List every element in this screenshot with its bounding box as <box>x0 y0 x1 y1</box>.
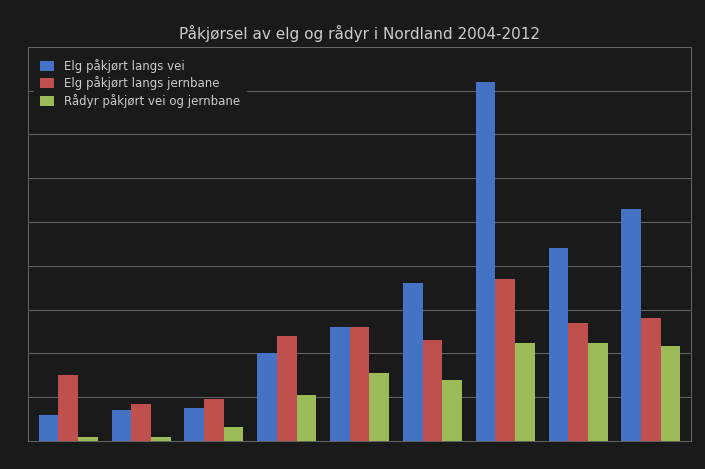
Bar <box>151 438 171 441</box>
Bar <box>78 438 98 441</box>
Bar <box>39 415 59 441</box>
Bar <box>185 408 204 441</box>
Bar <box>131 404 151 441</box>
Bar <box>515 343 534 441</box>
Bar <box>297 395 317 441</box>
Legend: Elg påkjørt langs vei, Elg påkjørt langs jernbane, Rådyr påkjørt vei og jernbane: Elg påkjørt langs vei, Elg påkjørt langs… <box>34 53 245 113</box>
Bar <box>422 340 442 441</box>
Bar <box>59 375 78 441</box>
Bar <box>621 209 641 441</box>
Bar <box>403 283 422 441</box>
Bar <box>496 279 515 441</box>
Bar <box>277 336 297 441</box>
Bar <box>111 410 131 441</box>
Bar <box>568 323 588 441</box>
Bar <box>204 399 223 441</box>
Bar <box>548 248 568 441</box>
Bar <box>442 379 462 441</box>
Bar <box>476 82 496 441</box>
Bar <box>223 427 243 441</box>
Bar <box>257 353 277 441</box>
Bar <box>588 343 608 441</box>
Title: Påkjørsel av elg og rådyr i Nordland 2004-2012: Påkjørsel av elg og rådyr i Nordland 200… <box>179 24 540 42</box>
Bar <box>350 327 369 441</box>
Bar <box>661 346 680 441</box>
Bar <box>330 327 350 441</box>
Bar <box>641 318 661 441</box>
Bar <box>369 372 389 441</box>
